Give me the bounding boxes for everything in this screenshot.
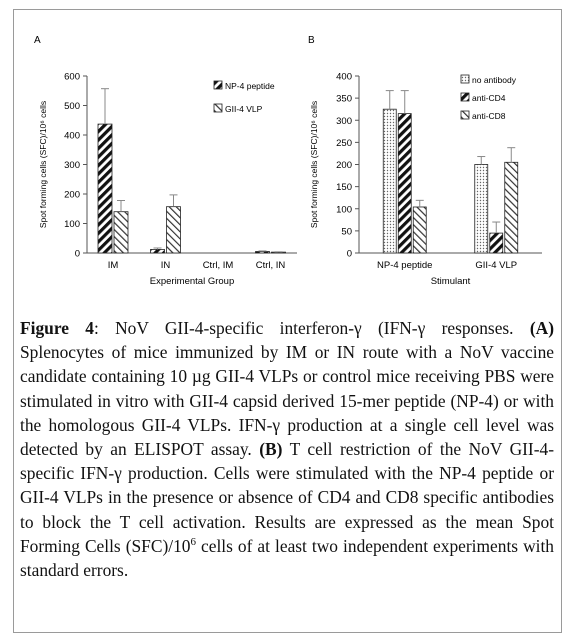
panel-a-bar-np-4-peptide-im <box>97 123 113 254</box>
panel-b-bar-anti-cd8-gii-4-vlp <box>504 161 519 254</box>
panel-b-x-tick-label-np-4-peptide: NP-4 peptide <box>377 260 432 271</box>
panel-b-bar-anti-cd4-np-4-peptide <box>397 113 412 254</box>
part-a-text: Splenocytes of mice immunized by IM or I… <box>20 342 554 460</box>
panel-a-legend-swatch-np-4-peptide <box>213 80 223 90</box>
panel-a-x-tick-label-ctrl-im: Ctrl, IM <box>203 260 234 271</box>
panel-a-bar-np-4-peptide-in <box>150 249 165 254</box>
panel-b-bar-no-antibody-gii-4-vlp <box>474 164 489 254</box>
caption-tail: cells of at least two independent experi… <box>20 535 555 581</box>
panel-a-y-tick-label: 600 <box>64 72 80 83</box>
panel-a-bar-gii-4-vlp-im <box>113 211 129 254</box>
panel-b-y-tick-label: 150 <box>336 182 352 193</box>
panel-a-x-tick-label-ctrl-in: Ctrl, IN <box>256 260 286 271</box>
panel-a-x-axis-title: Experimental Group <box>150 276 234 287</box>
superscript: 6 <box>190 536 196 549</box>
panel-a-label: A <box>34 35 41 46</box>
panel-b-legend-swatch-anti-cd8 <box>460 110 470 120</box>
panel-b-y-tick-label: 350 <box>336 94 352 105</box>
panel-a-y-tick-label: 500 <box>64 101 80 112</box>
panel-b-x-axis-title: Stimulant <box>431 276 471 287</box>
part-a-label: (A) <box>529 318 554 338</box>
caption-title: : NoV GII-4-specific interferon-γ (IFN-γ… <box>93 318 530 338</box>
panel-a-bar-np-4-peptide-ctrl-in <box>255 251 270 254</box>
panel-a-y-tick-label: 200 <box>64 190 80 201</box>
panel-a-legend-label-gii-4-vlp: GII-4 VLP <box>225 104 263 114</box>
panel-a-y-tick-label: 300 <box>64 160 80 171</box>
panel-a-y-tick-label: 100 <box>64 219 80 230</box>
panel-a-chart: A 0 100 200 300 400 500 600 Spot forming cells (… <box>34 35 297 287</box>
figure-label: Figure 4 <box>20 318 94 338</box>
panel-b-y-axis-title: Spot forming cells (SFC)/10⁶ cells <box>309 101 319 228</box>
panel-b-y-tick-label: 250 <box>336 138 352 149</box>
panel-b-y-tick-label: 50 <box>341 226 352 237</box>
panel-b-y-tick-label: 100 <box>336 204 352 215</box>
panel-a-y-axis-title: Spot forming cells (SFC)/10⁶ cells <box>38 101 48 228</box>
panel-b-chart: B 0 50 100 150 200 250 300 350 400 Spot forming ce… <box>308 35 542 287</box>
panel-b-y-tick-label: 400 <box>336 72 352 83</box>
panel-a-x-tick-label-im: IM <box>108 260 119 271</box>
panel-a-y-tick-label: 0 <box>75 249 80 260</box>
panel-b-y-tick-label: 300 <box>336 116 352 127</box>
part-b-label: (B) <box>259 439 283 460</box>
panel-a-legend-label-np-4-peptide: NP-4 peptide <box>225 81 275 91</box>
panel-b-legend-swatch-anti-cd4 <box>460 92 470 102</box>
panel-b-bar-anti-cd8-np-4-peptide <box>412 206 427 254</box>
panel-b-legend-label-no-antibody: no antibody <box>472 75 517 85</box>
panel-a-legend-swatch-gii-4-vlp <box>213 103 223 113</box>
panel-a-bar-gii-4-vlp-in <box>166 206 181 254</box>
panel-b-legend-label-anti-cd8: anti-CD8 <box>472 111 506 121</box>
panel-a-x-tick-label-in: IN <box>161 260 171 271</box>
panel-b-bar-anti-cd4-gii-4-vlp <box>489 232 504 254</box>
panel-b-label: B <box>308 35 315 46</box>
panel-b-y-tick-label: 200 <box>336 160 352 171</box>
panel-a-y-tick-label: 400 <box>64 131 80 142</box>
panel-b-x-tick-label-gii-4-vlp: GII-4 VLP <box>475 260 517 271</box>
figure-frame: A 0 100 200 300 400 500 600 Spot forming cells (… <box>13 9 562 633</box>
panel-b-legend-label-anti-cd4: anti-CD4 <box>472 93 506 103</box>
panel-b-legend-swatch-no-antibody <box>460 74 470 84</box>
part-b-text: T cell restriction of the NoV GII-4-spec… <box>20 439 555 556</box>
figure-caption: Figure 4: NoV GII-4-specific interferon-… <box>20 316 554 582</box>
panel-b-bar-no-antibody-np-4-peptide <box>382 108 397 254</box>
panel-b-y-tick-label: 0 <box>347 249 352 260</box>
